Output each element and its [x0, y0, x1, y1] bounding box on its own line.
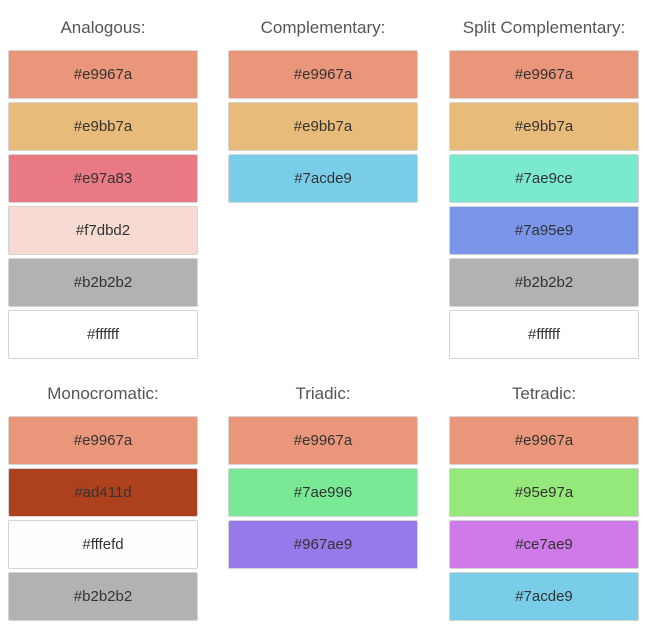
- color-swatch[interactable]: #e9967a: [8, 416, 198, 465]
- palette-title: Analogous:: [60, 18, 146, 37]
- color-swatch[interactable]: #e9967a: [449, 416, 639, 465]
- color-swatch[interactable]: #e9bb7a: [449, 102, 639, 151]
- color-swatch[interactable]: #e9bb7a: [8, 102, 198, 151]
- color-swatch[interactable]: #e9967a: [228, 50, 418, 99]
- color-swatch[interactable]: #ce7ae9: [449, 520, 639, 569]
- color-swatch[interactable]: #b2b2b2: [449, 258, 639, 307]
- palette-title: Triadic:: [295, 384, 351, 403]
- palette-title: Monocromatic:: [47, 384, 159, 403]
- color-swatch[interactable]: #7ae9ce: [449, 154, 639, 203]
- color-swatch[interactable]: #b2b2b2: [8, 572, 198, 621]
- palette-monocromatic: Monocromatic: #e9967a #ad411d #fffefd #b2b2b…: [8, 384, 198, 624]
- color-swatch[interactable]: #e9bb7a: [228, 102, 418, 151]
- color-swatch[interactable]: #7acde9: [228, 154, 418, 203]
- color-swatch[interactable]: #ad411d: [8, 468, 198, 517]
- palette-analogous: Analogous: #e9967a #e9bb7a #e97a83 #f7dbd2 #b…: [8, 18, 198, 362]
- palette-tetradic: Tetradic: #e9967a #95e97a #ce7ae9 #7acde9: [449, 384, 639, 624]
- color-swatch[interactable]: #95e97a: [449, 468, 639, 517]
- color-swatch[interactable]: #fffefd: [8, 520, 198, 569]
- color-swatch[interactable]: #e9967a: [8, 50, 198, 99]
- color-swatch[interactable]: #f7dbd2: [8, 206, 198, 255]
- color-swatch[interactable]: #7a95e9: [449, 206, 639, 255]
- color-swatch[interactable]: #7ae996: [228, 468, 418, 517]
- color-swatch[interactable]: #ffffff: [449, 310, 639, 359]
- color-swatch[interactable]: #967ae9: [228, 520, 418, 569]
- palette-title: Split Complementary:: [462, 18, 626, 37]
- palette-split-complementary: Split Complementary: #e9967a #e9bb7a #7ae9c…: [449, 18, 639, 362]
- color-swatch[interactable]: #7acde9: [449, 572, 639, 621]
- color-swatch[interactable]: #e97a83: [8, 154, 198, 203]
- palette-title: Tetradic:: [511, 384, 577, 403]
- color-swatch[interactable]: #e9967a: [449, 50, 639, 99]
- palette-complementary: Complementary: #e9967a #e9bb7a #7acde9: [228, 18, 418, 206]
- palette-title: Complementary:: [260, 18, 386, 37]
- palette-triadic: Triadic: #e9967a #7ae996 #967ae9: [228, 384, 418, 572]
- color-swatch[interactable]: #e9967a: [228, 416, 418, 465]
- color-swatch[interactable]: #ffffff: [8, 310, 198, 359]
- color-swatch[interactable]: #b2b2b2: [8, 258, 198, 307]
